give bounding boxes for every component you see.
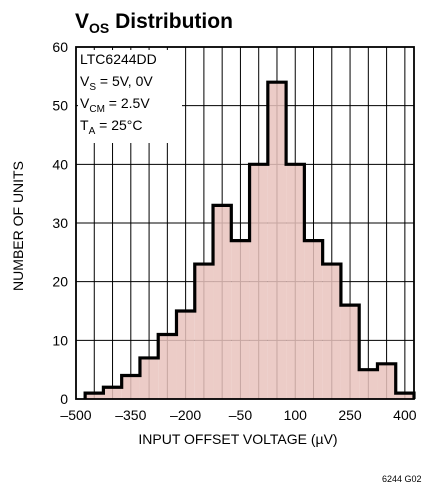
y-tick-label: 20 [52,274,68,290]
y-axis-label: NUMBER OF UNITS [10,161,26,291]
x-tick-label: 250 [338,407,362,423]
histogram-bar [322,264,341,399]
chart-title-main: V [75,10,89,33]
histogram-bar [103,387,122,399]
y-tick-label: 40 [52,156,68,172]
figure-code: 6244 G02 [382,474,422,484]
x-tick-label: –350 [115,407,146,423]
histogram-bar [249,164,268,399]
x-tick-label: –50 [229,407,253,423]
histogram-bar [377,363,396,399]
histogram-bar [304,240,323,399]
annotation-box [78,50,182,143]
y-tick-label: 50 [52,98,68,114]
y-tick-labels: 0 10 20 30 40 50 60 [52,39,68,407]
annotation-line: VS = 5V, 0V [80,73,153,93]
histogram-outline [83,80,416,399]
x-tick-label: 100 [284,407,308,423]
histogram-bar [176,311,195,399]
histogram-bar [340,305,360,399]
histogram-bar [158,334,177,399]
chart-title: VOS Distribution [75,10,233,36]
y-tick-label: 0 [60,391,68,407]
histogram-bar [359,369,378,399]
x-axis-label: INPUT OFFSET VOLTAGE (µV) [138,431,337,447]
histogram-bar [213,205,232,399]
histogram-bar [286,164,305,399]
annotation-line: LTC6244DD [80,51,157,67]
x-tick-label: 400 [393,407,417,423]
chart-title-rest: Distribution [109,10,233,33]
histogram-bar [395,393,414,399]
y-tick-label: 60 [52,39,68,55]
annotation-line: TA = 25°C [80,117,142,137]
histogram-bar [85,393,104,399]
chart-title-subscript: OS [89,20,109,36]
histogram-bars [85,82,414,399]
y-tick-label: 10 [52,332,68,348]
histogram-bar [121,375,140,399]
x-tick-label: –200 [170,407,201,423]
histogram-bar [194,264,214,399]
x-tick-labels: –500 –350 –200 –50 100 250 400 [60,407,416,423]
histogram-bar [267,82,287,399]
y-tick-label: 30 [52,215,68,231]
x-tick-label: –500 [60,407,91,423]
histogram-bar [231,240,250,399]
annotation-line: VCM = 2.5V [80,95,150,115]
plot-frame [75,46,415,400]
histogram-bar [139,357,159,399]
